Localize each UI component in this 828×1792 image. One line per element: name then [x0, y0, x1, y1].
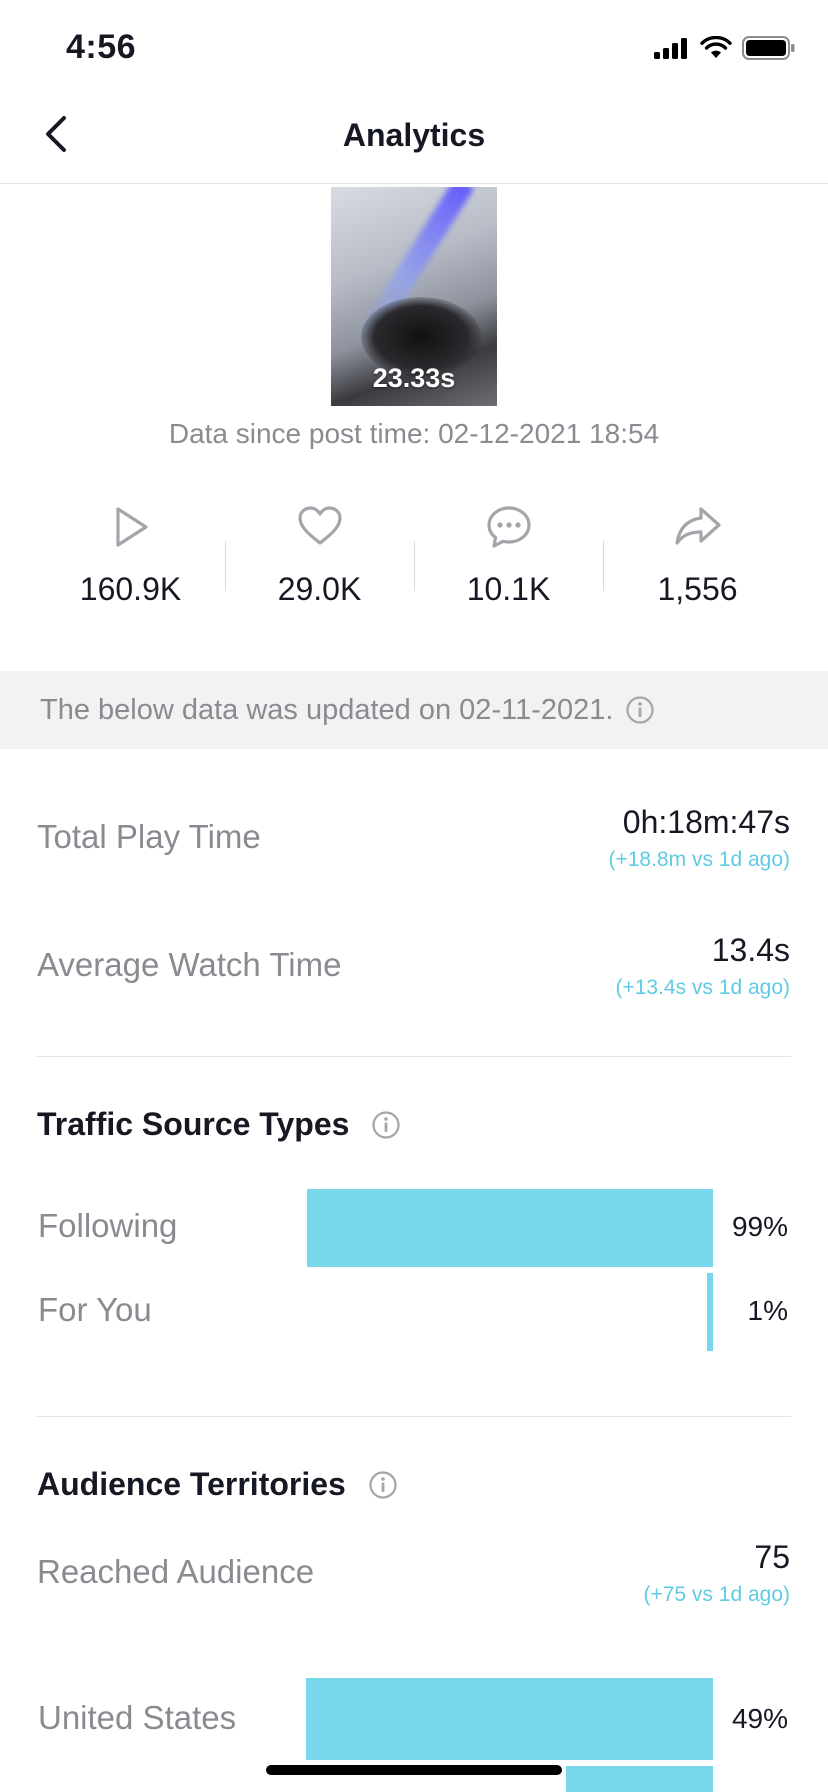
traffic-bar-for-you	[707, 1273, 713, 1351]
total-play-time-value: 0h:18m:47s	[622, 804, 790, 840]
metric-value: 160.9K	[79, 571, 182, 607]
play-icon	[115, 507, 148, 547]
thumbnail-subject	[361, 297, 481, 377]
metric-value: 10.1K	[466, 571, 551, 607]
metric-views: 160.9K	[36, 505, 225, 615]
traffic-source-heading: Traffic Source Types	[37, 1106, 350, 1142]
data-updated-banner: The below data was updated on 02-11-2021…	[0, 671, 828, 749]
traffic-bar-following	[307, 1189, 713, 1267]
data-since-text: Data since post time: 02-12-2021 18:54	[168, 418, 660, 449]
territory-percent-united-states: 49%	[731, 1703, 788, 1734]
status-icons	[654, 36, 796, 60]
reached-audience-value: 75	[754, 1539, 790, 1575]
metric-comments: 10.1K	[414, 505, 603, 615]
total-play-time-delta: (+18.8m vs 1d ago)	[608, 848, 790, 871]
average-watch-time-label: Average Watch Time	[37, 946, 342, 983]
back-button[interactable]	[36, 112, 76, 156]
status-time: 4:56	[66, 28, 137, 66]
audience-info-button[interactable]	[368, 1470, 398, 1500]
nav-divider	[0, 183, 828, 184]
traffic-label-following: Following	[38, 1207, 178, 1244]
traffic-source-title: Traffic Source Types	[37, 1106, 401, 1143]
banner-text: The below data was updated on 02-11-2021…	[40, 693, 614, 726]
metric-separator	[414, 541, 415, 591]
page-title: Analytics	[342, 117, 486, 153]
info-icon	[372, 1110, 401, 1139]
territory-bar-next-partial	[566, 1766, 713, 1792]
traffic-percent-for-you: 1%	[747, 1295, 788, 1326]
info-icon	[369, 1470, 397, 1499]
audience-territories-title: Audience Territories	[37, 1466, 398, 1503]
info-icon	[626, 696, 655, 724]
metric-value: 1,556	[657, 571, 738, 607]
metric-shares: 1,556	[603, 505, 792, 615]
heart-icon	[297, 506, 342, 545]
engagement-metrics: 160.9K 29.0K 10.1K 1,556	[36, 505, 792, 615]
video-thumbnail[interactable]: 23.33s	[331, 187, 497, 406]
battery-icon	[742, 36, 795, 60]
wifi-icon	[700, 36, 732, 58]
total-play-time-label: Total Play Time	[37, 818, 261, 855]
comment-icon	[486, 506, 531, 548]
metric-value: 29.0K	[277, 571, 362, 607]
average-watch-time-delta: (+13.4s vs 1d ago)	[615, 976, 790, 999]
traffic-info-button[interactable]	[371, 1110, 401, 1140]
reached-audience-delta: (+75 vs 1d ago)	[643, 1583, 790, 1606]
section-divider	[37, 1056, 791, 1057]
cellular-signal-icon	[654, 38, 687, 59]
video-duration: 23.33s	[372, 363, 456, 393]
share-icon	[674, 507, 721, 545]
banner-info-button[interactable]	[625, 695, 655, 725]
audience-territories-heading: Audience Territories	[37, 1466, 346, 1502]
metric-likes: 29.0K	[225, 505, 414, 615]
section-divider	[37, 1416, 791, 1417]
metric-separator	[603, 541, 604, 591]
home-indicator	[266, 1765, 562, 1775]
territory-bar-united-states	[306, 1678, 713, 1760]
average-watch-time-value: 13.4s	[711, 932, 790, 968]
territory-label-united-states: United States	[38, 1699, 237, 1736]
traffic-label-for-you: For You	[38, 1291, 152, 1328]
metric-separator	[225, 541, 226, 591]
reached-audience-label: Reached Audience	[37, 1553, 315, 1590]
chevron-left-icon	[46, 116, 66, 152]
traffic-percent-following: 99%	[731, 1211, 788, 1242]
